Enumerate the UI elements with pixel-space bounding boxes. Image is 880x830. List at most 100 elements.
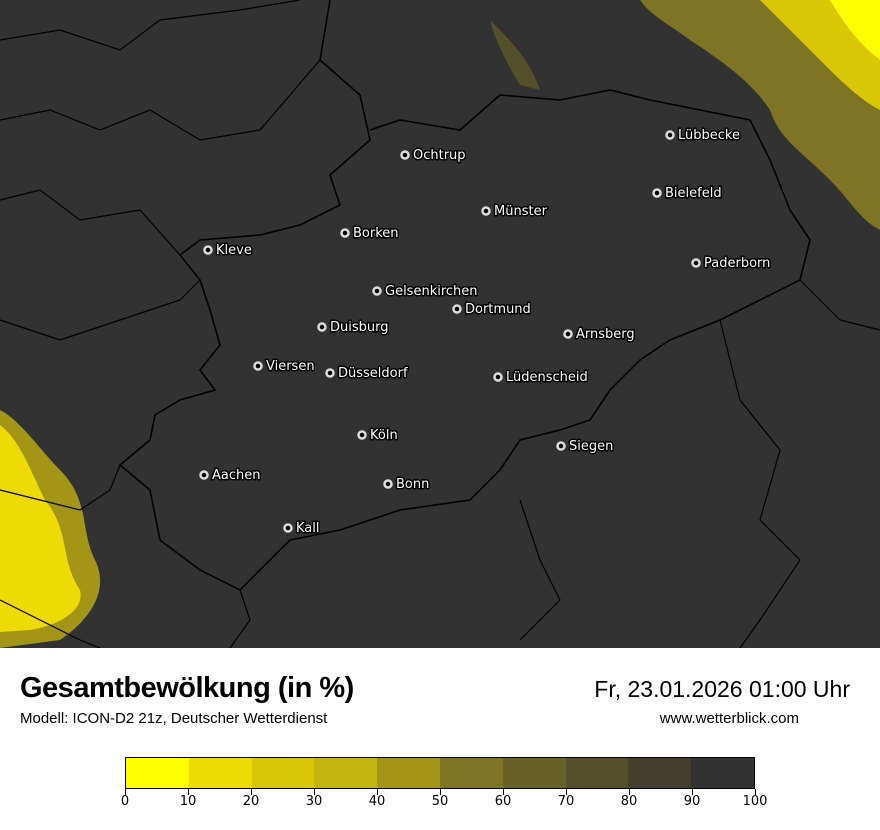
city-aachen: Aachen xyxy=(199,467,262,485)
legend-swatch xyxy=(188,758,252,788)
legend-tick xyxy=(440,789,441,795)
cloud-free-areas xyxy=(0,0,880,648)
city-marker-icon xyxy=(400,150,410,160)
legend-swatch xyxy=(502,758,566,788)
city-label: Lüdenscheid xyxy=(506,370,588,385)
region-border-6 xyxy=(799,279,880,331)
city-marker-icon xyxy=(691,258,701,268)
legend-tick xyxy=(692,789,693,795)
city-viersen: Viersen xyxy=(253,358,316,376)
city-marker-icon xyxy=(317,322,327,332)
legend-tick-label: 60 xyxy=(494,794,512,809)
region-border-1 xyxy=(0,0,301,51)
city-marker-icon xyxy=(199,470,209,480)
national-border-be xyxy=(0,464,121,511)
national-border-lux xyxy=(0,599,101,648)
city-label: Kleve xyxy=(216,243,252,258)
color-legend xyxy=(125,757,755,789)
legend-swatch xyxy=(314,758,378,788)
national-border-nl xyxy=(0,279,201,341)
city-label: Viersen xyxy=(266,359,315,374)
legend-tick xyxy=(377,789,378,795)
legend-swatch xyxy=(565,758,629,788)
legend-tick xyxy=(503,789,504,795)
legend-tick xyxy=(251,789,252,795)
city-markers: Ochtrup Lübbecke Bielefeld Münster Borken Kle… xyxy=(199,127,772,538)
legend-tick xyxy=(755,789,756,795)
legend-swatch xyxy=(691,758,754,788)
legend-tick-label: 30 xyxy=(305,794,323,809)
legend-tick-label: 80 xyxy=(620,794,638,809)
city-marker-icon xyxy=(481,206,491,216)
city-label: Duisburg xyxy=(330,320,389,335)
city-siegen: Siegen xyxy=(556,438,615,456)
city-label: Borken xyxy=(353,226,399,241)
city-paderborn: Paderborn xyxy=(691,255,772,273)
city-marker-icon xyxy=(652,188,662,198)
legend-tick xyxy=(629,789,630,795)
city-bonn: Bonn xyxy=(383,476,431,494)
city-label: Aachen xyxy=(212,468,260,483)
city-label: Gelsenkirchen xyxy=(385,284,478,299)
forecast-datetime: Fr, 23.01.2026 01:00 Uhr xyxy=(594,676,850,702)
map-title: Gesamtbewölkung (in %) xyxy=(20,672,354,704)
city-label: Kall xyxy=(296,521,320,536)
city-label: Düsseldorf xyxy=(338,366,408,381)
city-marker-icon xyxy=(665,130,675,140)
region-border-7 xyxy=(719,319,801,648)
city-köln: Köln xyxy=(357,427,399,445)
city-lübbecke: Lübbecke xyxy=(665,127,741,145)
city-borken: Borken xyxy=(340,225,400,243)
city-label: Köln xyxy=(370,428,398,443)
model-info: Modell: ICON-D2 21z, Deutscher Wetterdie… xyxy=(20,710,328,727)
state-border-nrw xyxy=(118,0,811,591)
city-marker-icon xyxy=(372,286,382,296)
city-düsseldorf: Düsseldorf xyxy=(325,365,409,383)
legend-swatch xyxy=(439,758,503,788)
legend-tick-label: 90 xyxy=(683,794,701,809)
city-kleve: Kleve xyxy=(203,242,253,260)
map-canvas: Ochtrup Lübbecke Bielefeld Münster Borken Kle… xyxy=(0,0,880,648)
legend-tick-label: 10 xyxy=(179,794,197,809)
city-marker-icon xyxy=(203,245,213,255)
city-label: Siegen xyxy=(569,439,613,454)
legend-ticks: 0 10 20 30 40 50 60 70 80 90 100 xyxy=(121,789,767,819)
city-marker-icon xyxy=(253,361,263,371)
city-lüdenscheid: Lüdenscheid xyxy=(493,369,589,387)
city-label: Ochtrup xyxy=(413,148,466,163)
city-label: Lübbecke xyxy=(678,128,740,143)
city-label: Bielefeld xyxy=(665,186,722,201)
city-label: Münster xyxy=(494,204,548,219)
borders xyxy=(0,0,880,648)
cloud-patch-north xyxy=(490,20,540,90)
region-border-4 xyxy=(519,499,561,641)
cloud-gap-northeast-peak xyxy=(830,0,880,60)
legend-swatch xyxy=(251,758,315,788)
city-dortmund: Dortmund xyxy=(452,301,532,319)
region-border-3 xyxy=(0,189,181,256)
website-link[interactable]: www.wetterblick.com xyxy=(659,710,799,727)
legend-swatch xyxy=(126,758,189,788)
city-marker-icon xyxy=(357,430,367,440)
legend-tick-label: 20 xyxy=(242,794,260,809)
city-label: Arnsberg xyxy=(576,327,635,342)
legend-tick xyxy=(125,789,126,795)
cloud-cover-map: Ochtrup Lübbecke Bielefeld Münster Borken Kle… xyxy=(0,0,880,648)
city-marker-icon xyxy=(452,304,462,314)
city-label: Dortmund xyxy=(465,302,531,317)
legend-tick xyxy=(188,789,189,795)
city-marker-icon xyxy=(493,372,503,382)
legend-tick xyxy=(566,789,567,795)
legend-swatch xyxy=(377,758,440,788)
legend-tick xyxy=(314,789,315,795)
legend-tick-label: 100 xyxy=(742,794,768,809)
city-kall: Kall xyxy=(283,520,321,538)
legend-tick-label: 70 xyxy=(557,794,575,809)
city-ochtrup: Ochtrup xyxy=(400,147,467,165)
city-duisburg: Duisburg xyxy=(317,319,390,337)
legend-swatch xyxy=(628,758,692,788)
legend-tick-label: 40 xyxy=(368,794,386,809)
city-label: Paderborn xyxy=(704,256,770,271)
legend-tick-label: 50 xyxy=(431,794,449,809)
city-label: Bonn xyxy=(396,477,429,492)
